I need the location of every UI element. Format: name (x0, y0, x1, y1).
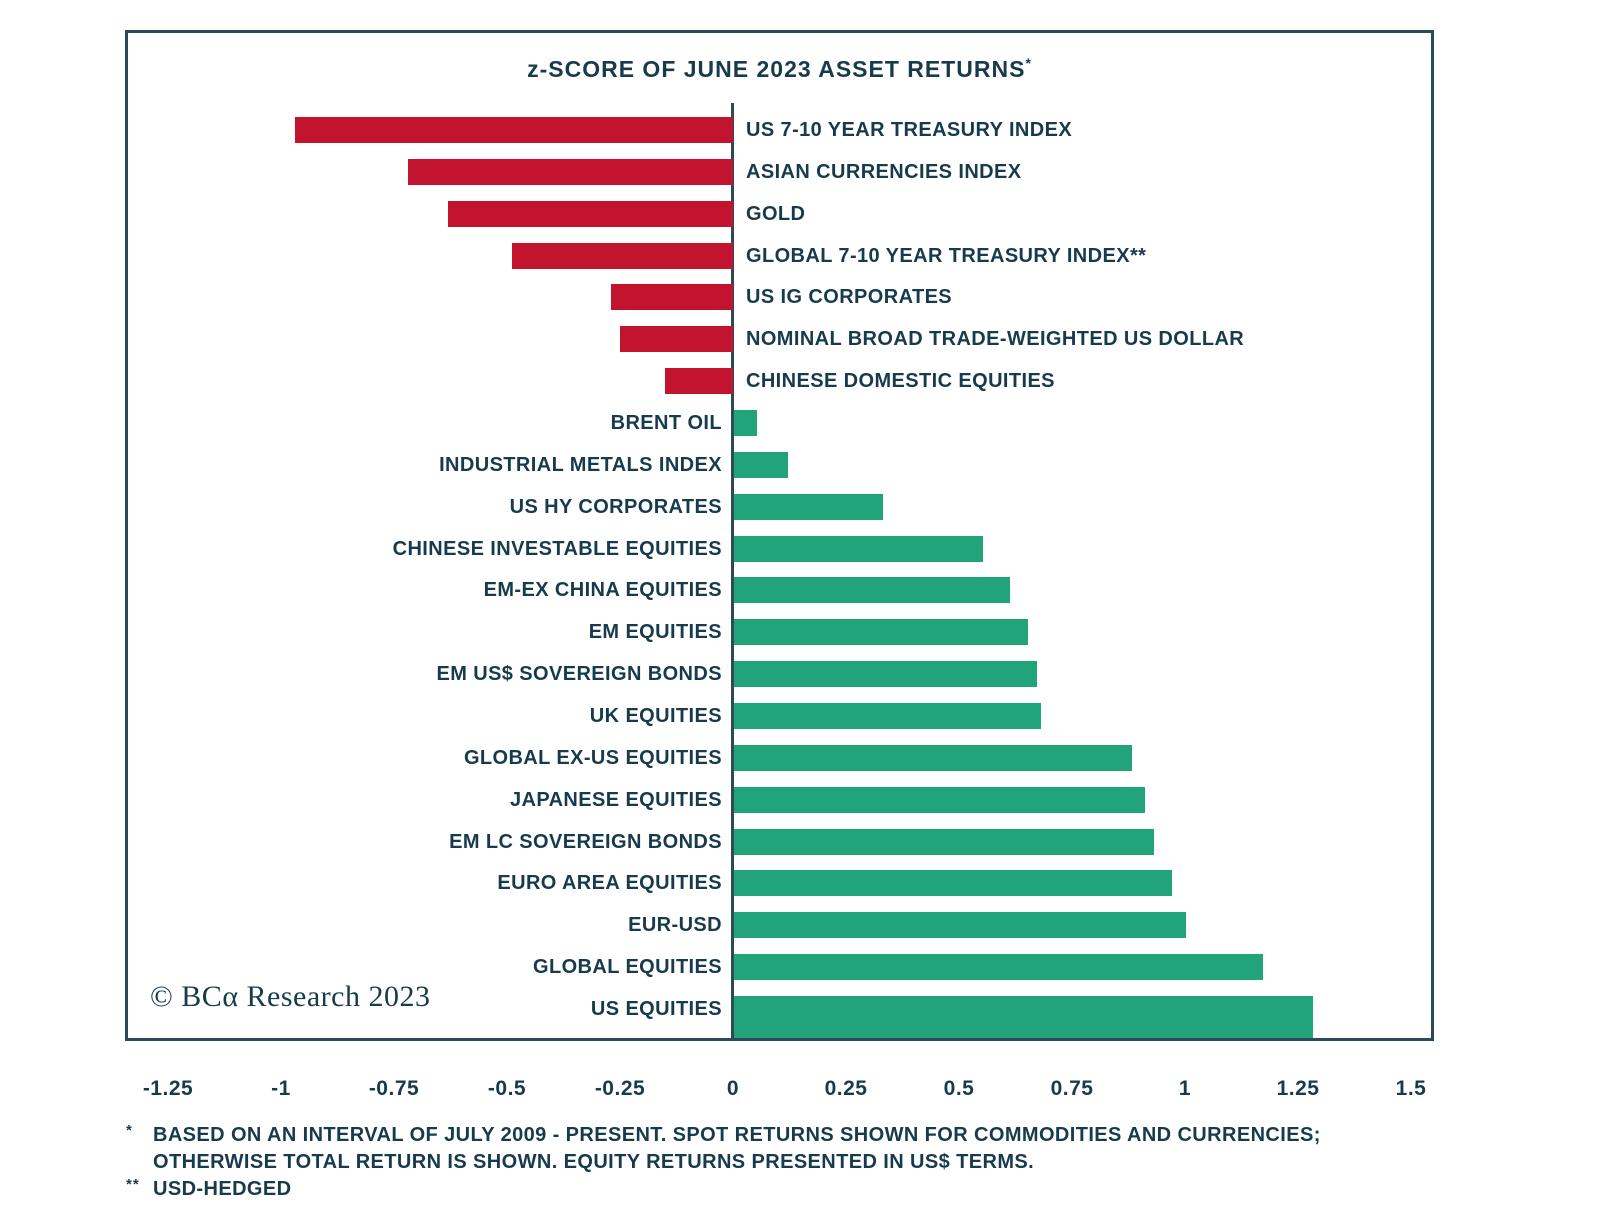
x-tick-1p5: 1.5 (1395, 1077, 1427, 1100)
bar-gold (448, 201, 733, 227)
x-tick-0: 0 (726, 1077, 740, 1100)
bar-label-em-lc-sovereign-bonds: EM LC SOVEREIGN BONDS (449, 831, 722, 853)
x-tick-0p5: 0.5 (943, 1077, 975, 1100)
bar-label-chinese-domestic-equities: CHINESE DOMESTIC EQUITIES (746, 370, 1055, 392)
x-tick-0p25: 0.25 (824, 1077, 868, 1100)
bar-chinese-investable-equities (734, 536, 983, 562)
x-tick--1p25: -1.25 (142, 1077, 194, 1100)
bar-uk-equities (734, 703, 1041, 729)
bar-chinese-domestic-equities (665, 368, 733, 394)
bar-global-ex-us-equities (734, 745, 1132, 771)
bar-em-equities (734, 619, 1028, 645)
bar-label-gold: GOLD (746, 203, 806, 225)
zero-axis-line (731, 103, 734, 1038)
footnote-1-marker: * (126, 1122, 133, 1139)
bar-us-7-10-year-treasury-index (295, 117, 733, 143)
footnote-2-line-1: USD-HEDGED (153, 1178, 292, 1200)
bar-label-chinese-investable-equities: CHINESE INVESTABLE EQUITIES (392, 538, 722, 560)
footnote-2-marker: ** (126, 1176, 140, 1193)
bar-label-us-equities: US EQUITIES (590, 998, 722, 1020)
bar-label-asian-currencies-index: ASIAN CURRENCIES INDEX (746, 161, 1022, 183)
bar-label-us-ig-corporates: US IG CORPORATES (746, 286, 953, 308)
bar-us-equities (734, 996, 1313, 1038)
bar-us-ig-corporates (611, 284, 733, 310)
bar-global-equities (734, 954, 1263, 980)
x-tick-0p75: 0.75 (1050, 1077, 1094, 1100)
bar-em-ex-china-equities (734, 577, 1010, 603)
footnote-1-line-2: OTHERWISE TOTAL RETURN IS SHOWN. EQUITY … (153, 1151, 1035, 1173)
bar-asian-currencies-index (408, 159, 733, 185)
chart-title-text: z-SCORE OF JUNE 2023 ASSET RETURNS (527, 56, 1026, 82)
footnote-1-line-1: BASED ON AN INTERVAL OF JULY 2009 - PRES… (153, 1124, 1321, 1146)
x-tick--1: -1 (271, 1077, 291, 1100)
x-tick--0p25: -0.25 (594, 1077, 646, 1100)
bar-euro-area-equities (734, 870, 1172, 896)
bar-japanese-equities (734, 787, 1145, 813)
bar-em-us-sovereign-bonds (734, 661, 1037, 687)
bar-label-eur-usd: EUR-USD (628, 914, 722, 936)
bar-brent-oil (734, 410, 757, 436)
bar-label-em-us-sovereign-bonds: EM US$ SOVEREIGN BONDS (436, 663, 722, 685)
bar-label-em-ex-china-equities: EM-EX CHINA EQUITIES (483, 579, 722, 601)
copyright-credit: © BCα Research 2023 (150, 980, 431, 1013)
bar-label-us-hy-corporates: US HY CORPORATES (509, 496, 722, 518)
bar-industrial-metals-index (734, 452, 788, 478)
x-tick-1p25: 1.25 (1276, 1077, 1320, 1100)
bar-em-lc-sovereign-bonds (734, 829, 1154, 855)
bar-label-industrial-metals-index: INDUSTRIAL METALS INDEX (439, 454, 722, 476)
bar-label-global-7-10-year-treasury-index: GLOBAL 7-10 YEAR TREASURY INDEX** (746, 245, 1147, 267)
bar-label-uk-equities: UK EQUITIES (589, 705, 722, 727)
chart-title: z-SCORE OF JUNE 2023 ASSET RETURNS* (128, 56, 1431, 83)
bar-label-global-ex-us-equities: GLOBAL EX-US EQUITIES (463, 747, 722, 769)
bar-label-em-equities: EM EQUITIES (588, 621, 722, 643)
bar-label-brent-oil: BRENT OIL (610, 412, 722, 434)
title-footnote-marker: * (1025, 55, 1032, 71)
x-tick-1: 1 (1178, 1077, 1192, 1100)
bar-label-global-equities: GLOBAL EQUITIES (533, 956, 722, 978)
bar-label-us-7-10-year-treasury-index: US 7-10 YEAR TREASURY INDEX (746, 119, 1073, 141)
bar-label-euro-area-equities: EURO AREA EQUITIES (497, 872, 722, 894)
bar-nominal-broad-trade-weighted-us-dollar (620, 326, 733, 352)
bar-global-7-10-year-treasury-index (512, 243, 733, 269)
bar-label-japanese-equities: JAPANESE EQUITIES (509, 789, 722, 811)
x-tick--0p75: -0.75 (368, 1077, 420, 1100)
bar-label-nominal-broad-trade-weighted-us-dollar: NOMINAL BROAD TRADE-WEIGHTED US DOLLAR (746, 328, 1245, 350)
bar-eur-usd (734, 912, 1186, 938)
x-tick--0p5: -0.5 (487, 1077, 527, 1100)
bar-us-hy-corporates (734, 494, 883, 520)
